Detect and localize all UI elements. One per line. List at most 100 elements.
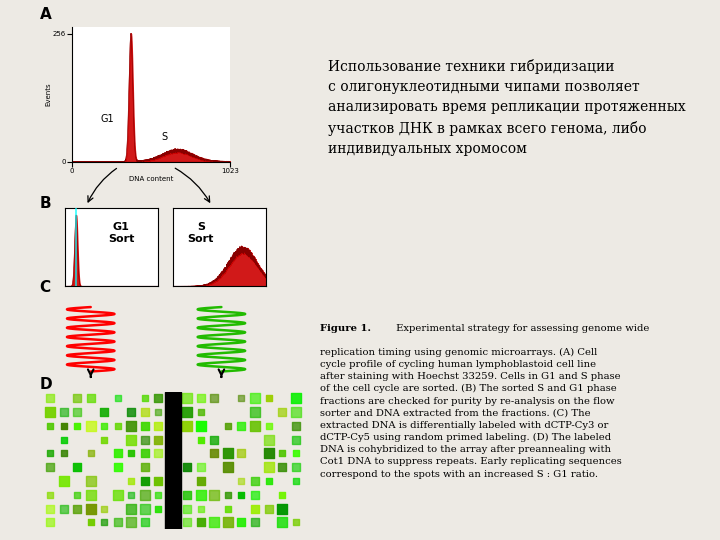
Point — [290, 422, 302, 430]
Point — [99, 422, 110, 430]
Point — [263, 477, 274, 485]
Point — [71, 394, 83, 403]
Point — [249, 518, 261, 526]
Text: S
Sort: S Sort — [188, 222, 214, 244]
Point — [290, 449, 302, 458]
Point — [153, 408, 164, 416]
Point — [276, 490, 288, 499]
Point — [125, 504, 137, 513]
Point — [222, 490, 234, 499]
Point — [125, 408, 137, 416]
Point — [290, 408, 302, 416]
Point — [85, 449, 96, 458]
Point — [263, 394, 274, 403]
Point — [222, 449, 234, 458]
Point — [181, 422, 193, 430]
Point — [209, 435, 220, 444]
Point — [139, 408, 150, 416]
Point — [153, 504, 164, 513]
Point — [71, 490, 83, 499]
Point — [99, 408, 110, 416]
Point — [290, 518, 302, 526]
Point — [235, 449, 247, 458]
Bar — [165, 392, 181, 529]
Y-axis label: Events: Events — [45, 83, 51, 106]
Point — [125, 518, 137, 526]
Point — [44, 518, 55, 526]
Point — [276, 518, 288, 526]
Point — [222, 422, 234, 430]
Point — [235, 422, 247, 430]
Point — [112, 490, 123, 499]
Point — [153, 490, 164, 499]
Text: Использование техники гибридизации
с олигонуклеотидными чипами позволяет
анализи: Использование техники гибридизации с оли… — [328, 59, 685, 156]
Point — [99, 504, 110, 513]
Point — [195, 435, 207, 444]
Point — [235, 477, 247, 485]
Point — [249, 490, 261, 499]
Point — [181, 518, 193, 526]
Point — [44, 394, 55, 403]
Point — [195, 394, 207, 403]
Point — [139, 449, 150, 458]
Point — [71, 504, 83, 513]
Point — [85, 477, 96, 485]
Point — [99, 435, 110, 444]
Point — [44, 408, 55, 416]
Point — [263, 504, 274, 513]
Point — [139, 422, 150, 430]
Point — [209, 449, 220, 458]
Point — [125, 490, 137, 499]
Point — [139, 435, 150, 444]
Point — [153, 477, 164, 485]
Point — [58, 477, 69, 485]
Point — [71, 408, 83, 416]
Point — [44, 422, 55, 430]
Point — [181, 504, 193, 513]
Point — [222, 518, 234, 526]
Point — [125, 422, 137, 430]
Text: B: B — [40, 196, 51, 211]
Text: G1
Sort: G1 Sort — [108, 222, 134, 244]
Point — [209, 518, 220, 526]
Point — [290, 463, 302, 471]
Point — [58, 435, 69, 444]
Point — [125, 477, 137, 485]
Point — [112, 394, 123, 403]
Point — [85, 490, 96, 499]
Point — [263, 463, 274, 471]
Point — [249, 408, 261, 416]
Point — [71, 422, 83, 430]
Point — [153, 449, 164, 458]
Point — [276, 408, 288, 416]
Point — [195, 504, 207, 513]
Point — [139, 477, 150, 485]
X-axis label: DNA content: DNA content — [129, 176, 174, 181]
Point — [139, 490, 150, 499]
Point — [222, 504, 234, 513]
Point — [139, 518, 150, 526]
Text: D: D — [40, 377, 53, 392]
Point — [209, 490, 220, 499]
Text: S: S — [162, 132, 168, 141]
Point — [139, 463, 150, 471]
Point — [235, 518, 247, 526]
Point — [58, 449, 69, 458]
Text: Figure 1.: Figure 1. — [320, 324, 372, 333]
Text: C: C — [40, 280, 50, 295]
Point — [249, 394, 261, 403]
Point — [85, 504, 96, 513]
Point — [235, 490, 247, 499]
Point — [249, 504, 261, 513]
Point — [222, 463, 234, 471]
Point — [85, 518, 96, 526]
Point — [263, 422, 274, 430]
Point — [195, 463, 207, 471]
Point — [195, 490, 207, 499]
Point — [99, 518, 110, 526]
Point — [58, 422, 69, 430]
Text: A: A — [40, 7, 51, 22]
Point — [195, 422, 207, 430]
Point — [235, 394, 247, 403]
Point — [249, 477, 261, 485]
